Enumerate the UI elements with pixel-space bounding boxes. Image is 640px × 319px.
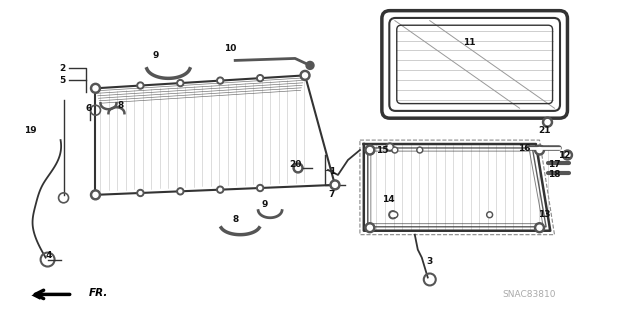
Text: 5: 5 — [60, 76, 66, 85]
Circle shape — [394, 213, 396, 216]
Circle shape — [177, 188, 184, 195]
Circle shape — [219, 188, 221, 191]
Circle shape — [394, 149, 396, 152]
Circle shape — [332, 182, 337, 187]
Circle shape — [296, 166, 301, 170]
Circle shape — [303, 73, 308, 78]
Circle shape — [293, 163, 303, 173]
Circle shape — [534, 145, 545, 155]
Circle shape — [534, 223, 545, 233]
Text: 4: 4 — [45, 251, 52, 260]
Circle shape — [179, 190, 182, 193]
Text: 11: 11 — [463, 38, 476, 47]
Circle shape — [419, 149, 421, 152]
Circle shape — [365, 223, 375, 233]
Circle shape — [259, 187, 262, 189]
Text: SNAC83810: SNAC83810 — [503, 290, 556, 299]
Text: 17: 17 — [548, 160, 561, 169]
Text: 15: 15 — [376, 145, 388, 154]
Text: 16: 16 — [518, 144, 531, 152]
Text: 8: 8 — [117, 101, 124, 110]
Circle shape — [486, 212, 493, 218]
Circle shape — [137, 82, 144, 89]
Text: 6: 6 — [85, 104, 92, 113]
Circle shape — [90, 83, 100, 93]
Circle shape — [392, 212, 398, 218]
Text: 20: 20 — [289, 160, 301, 169]
Text: 12: 12 — [558, 151, 571, 160]
Text: 21: 21 — [538, 126, 551, 135]
Circle shape — [389, 211, 397, 219]
Text: 8: 8 — [232, 215, 238, 224]
Circle shape — [386, 143, 394, 151]
Text: 1: 1 — [329, 167, 335, 176]
Text: FR.: FR. — [88, 288, 108, 298]
Circle shape — [537, 148, 542, 152]
Circle shape — [306, 62, 314, 70]
Circle shape — [543, 117, 552, 127]
Text: 2: 2 — [60, 64, 66, 73]
Circle shape — [417, 147, 423, 153]
Text: 9: 9 — [152, 51, 159, 60]
Circle shape — [537, 225, 542, 230]
Circle shape — [93, 86, 98, 91]
Text: 9: 9 — [262, 200, 268, 209]
Circle shape — [300, 70, 310, 80]
Circle shape — [367, 225, 372, 230]
Circle shape — [139, 191, 142, 195]
Circle shape — [257, 75, 264, 82]
Circle shape — [219, 79, 221, 82]
Circle shape — [388, 145, 392, 149]
Circle shape — [179, 82, 182, 85]
Circle shape — [259, 77, 262, 80]
Circle shape — [257, 184, 264, 191]
Circle shape — [488, 213, 491, 216]
Circle shape — [137, 189, 144, 197]
Circle shape — [139, 84, 142, 87]
Text: 19: 19 — [24, 126, 37, 135]
Circle shape — [563, 150, 572, 160]
Text: 14: 14 — [381, 195, 394, 204]
Circle shape — [217, 77, 224, 84]
Circle shape — [330, 180, 340, 190]
Circle shape — [90, 190, 100, 200]
Text: 7: 7 — [329, 190, 335, 199]
Text: 13: 13 — [538, 210, 551, 219]
Circle shape — [367, 148, 372, 152]
Circle shape — [391, 213, 395, 217]
Circle shape — [177, 79, 184, 86]
Text: 18: 18 — [548, 170, 561, 179]
Circle shape — [365, 145, 375, 155]
Text: 3: 3 — [427, 257, 433, 266]
Circle shape — [545, 120, 550, 125]
Circle shape — [217, 186, 224, 193]
Circle shape — [565, 152, 570, 158]
Text: 10: 10 — [224, 44, 236, 53]
Circle shape — [392, 147, 398, 153]
Circle shape — [93, 192, 98, 197]
